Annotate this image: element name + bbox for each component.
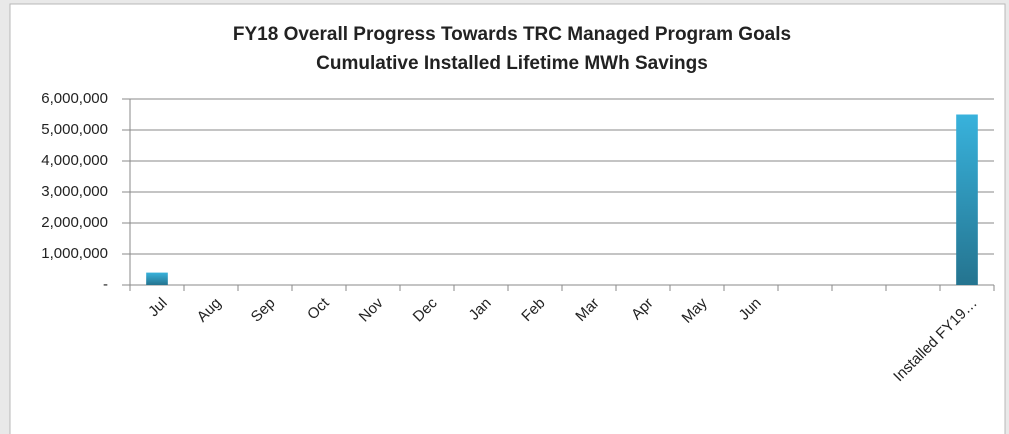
- y-tick-label: 3,000,000: [41, 183, 108, 200]
- chart-title: FY18 Overall Progress Towards TRC Manage…: [233, 24, 791, 45]
- bar-shade: [956, 114, 978, 285]
- y-tick-label: 1,000,000: [41, 245, 108, 262]
- chart-subtitle: Cumulative Installed Lifetime MWh Saving…: [316, 53, 708, 74]
- y-tick-label: 2,000,000: [41, 214, 108, 231]
- y-tick-label: 4,000,000: [41, 152, 108, 169]
- y-tick-label: -: [103, 276, 108, 293]
- y-tick-label: 5,000,000: [41, 121, 108, 138]
- chart-frame: [9, 3, 1006, 434]
- bar-shade: [146, 272, 168, 285]
- y-tick-label: 6,000,000: [41, 90, 108, 107]
